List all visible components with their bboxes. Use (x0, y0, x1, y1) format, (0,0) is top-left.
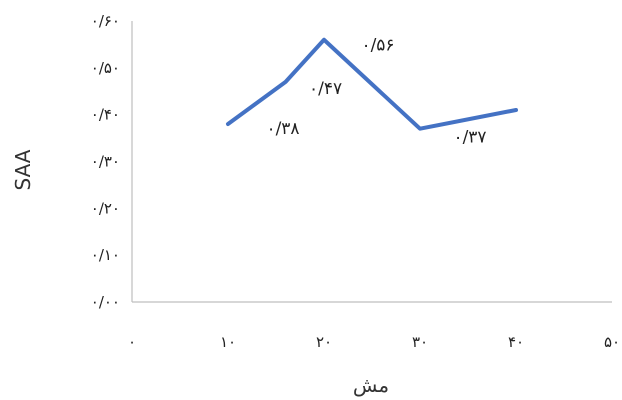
y-axis-title: SAA (11, 149, 35, 190)
x-tick-label: ۱۰ (220, 333, 236, 351)
y-tick-label: ۰/۲۰ (91, 199, 120, 217)
data-label: ۰/۳۸ (266, 119, 299, 139)
y-tick-label: ۰/۴۰ (91, 106, 120, 124)
series-layer (226, 37, 518, 131)
data-label: ۰/۵۶ (361, 36, 394, 56)
series-line (226, 37, 518, 131)
y-tick-label: ۰/۵۰ (91, 59, 120, 77)
x-tick-label: ۰ (128, 333, 136, 351)
y-tick-label: ۰/۱۰ (91, 246, 120, 264)
x-tick-label: ۳۰ (412, 333, 428, 351)
x-tick-label: ۴۰ (508, 333, 524, 351)
x-axis-ticks: ۰ ۱۰ ۲۰ ۳۰ ۴۰ ۵۰ (128, 333, 620, 351)
y-axis-ticks: ۰/۰۰ ۰/۱۰ ۰/۲۰ ۰/۳۰ ۰/۴۰ ۰/۵۰ ۰/۶۰ (91, 12, 120, 311)
y-tick-label: ۰/۳۰ (91, 153, 120, 171)
x-tick-label: ۵۰ (604, 333, 620, 351)
x-tick-label: ۲۰ (316, 333, 332, 351)
y-tick-label: ۰/۰۰ (91, 293, 120, 311)
y-tick-label: ۰/۶۰ (91, 12, 120, 30)
data-labels: ۰/۳۸۰/۴۷۰/۵۶۰/۳۷۰/۴۱ (266, 36, 486, 148)
x-axis-title: مش (353, 373, 389, 397)
data-label: ۰/۴۷ (309, 79, 342, 99)
data-label: ۰/۳۷ (453, 128, 486, 148)
